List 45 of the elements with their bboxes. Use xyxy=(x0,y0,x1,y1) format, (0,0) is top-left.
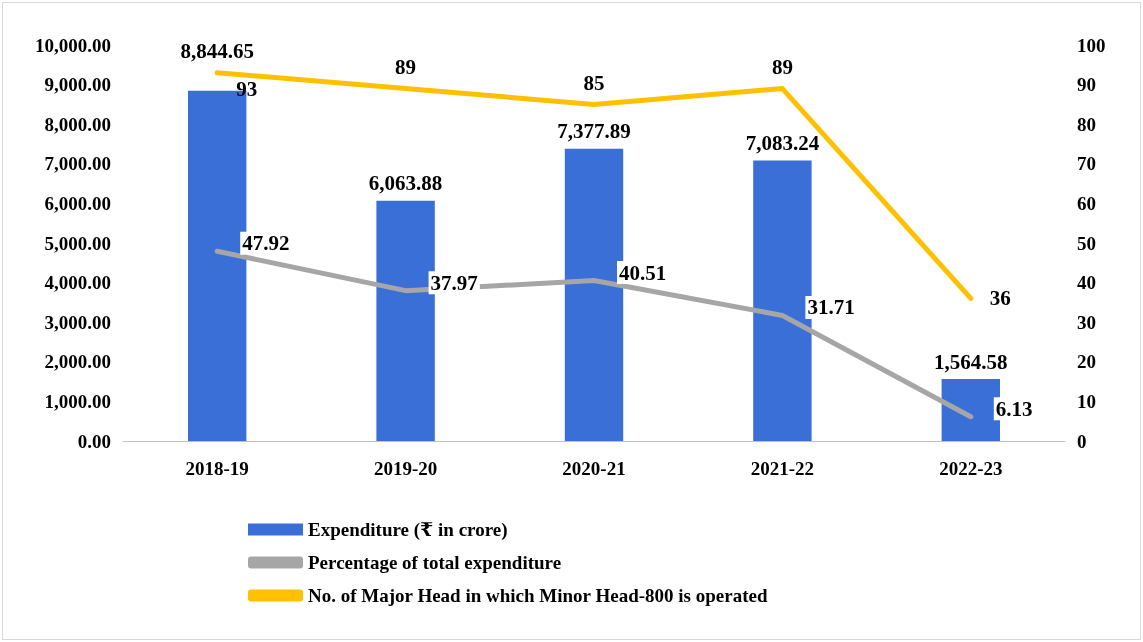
y2-tick-label: 50 xyxy=(1077,232,1096,254)
y-tick-label: 1,000.00 xyxy=(44,390,111,412)
y-tick-label: 0.00 xyxy=(77,430,111,452)
y2-tick-label: 80 xyxy=(1077,113,1096,135)
y2-tick-label: 90 xyxy=(1077,74,1096,96)
x-tick-label: 2019-20 xyxy=(373,458,438,479)
legend-label: No. of Major Head in which Minor Head-800 is operated xyxy=(308,585,768,606)
data-label: 8,844.65 xyxy=(180,39,254,64)
y-tick-label: 4,000.00 xyxy=(44,272,111,294)
y2-tick-label: 100 xyxy=(1077,34,1106,56)
data-label: 6,063.88 xyxy=(368,171,443,196)
y2-tick-label: 20 xyxy=(1077,351,1096,373)
data-label: 37.97 xyxy=(430,270,478,295)
x-tick-label: 2020-21 xyxy=(562,458,626,479)
y-tick-label: 7,000.00 xyxy=(44,153,111,175)
y-tick-label: 9,000.00 xyxy=(44,74,111,96)
y-tick-label: 5,000.00 xyxy=(44,232,111,254)
y2-tick-label: 60 xyxy=(1077,192,1096,214)
legend-label: Percentage of total expenditure xyxy=(308,552,562,573)
y-tick-label: 6,000.00 xyxy=(44,192,111,214)
y2-tick-label: 0 xyxy=(1077,430,1087,452)
data-label: 6.13 xyxy=(995,396,1033,421)
data-label: 89 xyxy=(771,55,793,80)
data-label: 85 xyxy=(583,70,605,95)
data-label: 7,377.89 xyxy=(557,119,631,144)
y-tick-label: 2,000.00 xyxy=(44,351,111,373)
data-label: 93 xyxy=(236,76,258,101)
y-tick-label: 8,000.00 xyxy=(44,113,111,135)
data-label: 47.92 xyxy=(242,231,290,256)
y2-tick-label: 40 xyxy=(1077,272,1096,294)
x-tick-label: 2018-19 xyxy=(185,458,249,479)
data-label: 89 xyxy=(395,55,417,80)
data-label: 36 xyxy=(989,286,1011,311)
y2-tick-label: 10 xyxy=(1077,390,1096,412)
y-tick-label: 3,000.00 xyxy=(44,311,111,333)
y-tick-label: 10,000.00 xyxy=(35,34,111,56)
data-label: 31.71 xyxy=(807,295,855,320)
data-label: 40.51 xyxy=(619,260,667,285)
x-tick-label: 2021-22 xyxy=(750,458,815,479)
y2-tick-label: 30 xyxy=(1077,311,1096,333)
y2-tick-label: 70 xyxy=(1077,153,1096,175)
x-tick-label: 2022-23 xyxy=(939,458,1003,479)
data-label: 1,564.58 xyxy=(934,349,1008,374)
legend-label: Expenditure (₹ in crore) xyxy=(308,519,508,541)
data-label: 7,083.24 xyxy=(745,131,820,155)
